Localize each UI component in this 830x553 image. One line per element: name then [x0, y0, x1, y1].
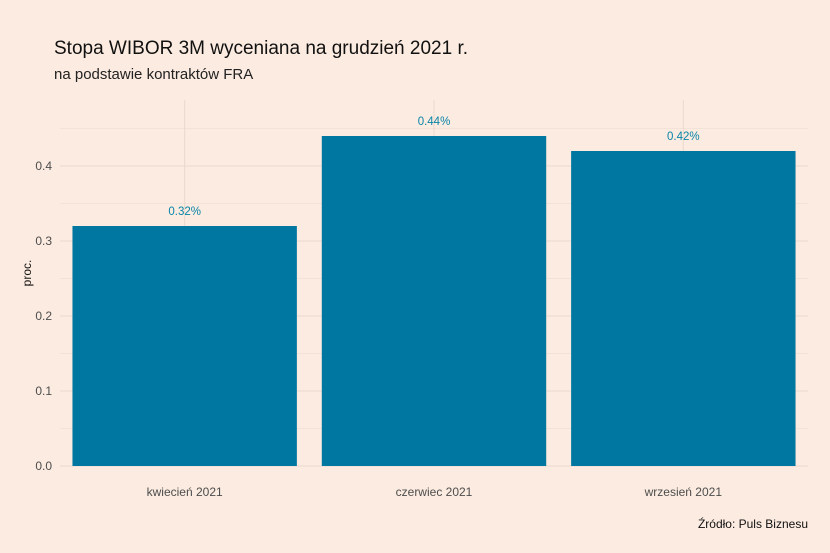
y-tick-label: 0.1 — [35, 384, 52, 398]
x-tick-label: czerwiec 2021 — [396, 485, 473, 499]
chart-subtitle: na podstawie kontraktów FRA — [54, 66, 254, 83]
bar-data-label: 0.44% — [418, 116, 451, 128]
x-tick-label: wrzesień 2021 — [644, 485, 723, 499]
chart-title: Stopa WIBOR 3M wyceniana na grudzień 202… — [54, 38, 469, 59]
y-tick-label: 0.2 — [35, 309, 52, 323]
x-tick-label: kwiecień 2021 — [147, 485, 223, 499]
y-tick-label: 0.3 — [35, 234, 52, 248]
bar — [72, 226, 297, 466]
bar — [321, 136, 547, 466]
bar-data-label: 0.42% — [667, 131, 700, 143]
bar — [571, 151, 796, 466]
y-tick-label: 0.0 — [35, 459, 52, 473]
data-labels: 0.32% 0.44% 0.42% — [168, 116, 699, 218]
source-caption: Źródło: Puls Biznesu — [697, 517, 808, 531]
y-axis-title: proc. — [20, 260, 34, 287]
bars — [72, 136, 796, 466]
bar-data-label: 0.32% — [168, 206, 201, 218]
axes: 0.0 0.1 0.2 0.3 0.4 kwiecień 2021 czerwiec 202… — [35, 159, 722, 499]
y-tick-label: 0.4 — [35, 159, 52, 173]
